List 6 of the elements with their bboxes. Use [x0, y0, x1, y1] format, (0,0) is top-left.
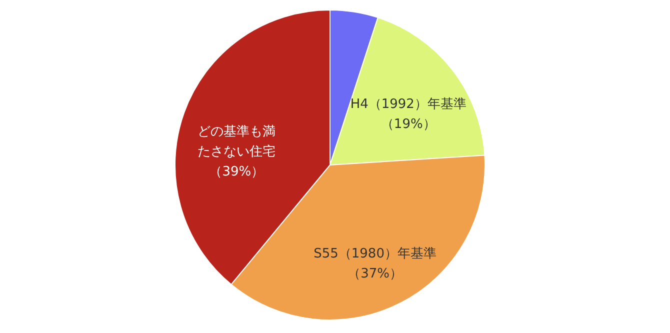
data-label: （19%） [380, 117, 436, 132]
data-label: （39%） [209, 164, 264, 180]
slice-label: S55（1980）年基準 [314, 246, 436, 262]
slice-label: どの基準も満たさない住宅 [198, 124, 276, 160]
data-label: （37%） [348, 266, 402, 282]
slice-label: H4（1992）年基準 [350, 97, 466, 112]
